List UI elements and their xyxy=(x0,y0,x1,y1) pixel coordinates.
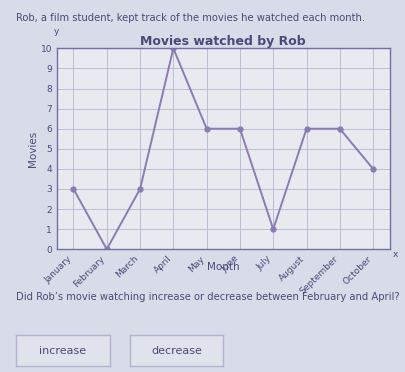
Text: y: y xyxy=(54,27,60,36)
Text: Rob, a film student, kept track of the movies he watched each month.: Rob, a film student, kept track of the m… xyxy=(16,13,364,23)
Text: x: x xyxy=(392,250,397,259)
Text: Did Rob’s movie watching increase or decrease between February and April?: Did Rob’s movie watching increase or dec… xyxy=(16,292,399,302)
Text: Month: Month xyxy=(207,262,239,272)
Text: increase: increase xyxy=(39,346,86,356)
Text: Movies watched by Rob: Movies watched by Rob xyxy=(140,35,305,48)
Text: decrease: decrease xyxy=(151,346,202,356)
Y-axis label: Movies: Movies xyxy=(28,131,38,167)
